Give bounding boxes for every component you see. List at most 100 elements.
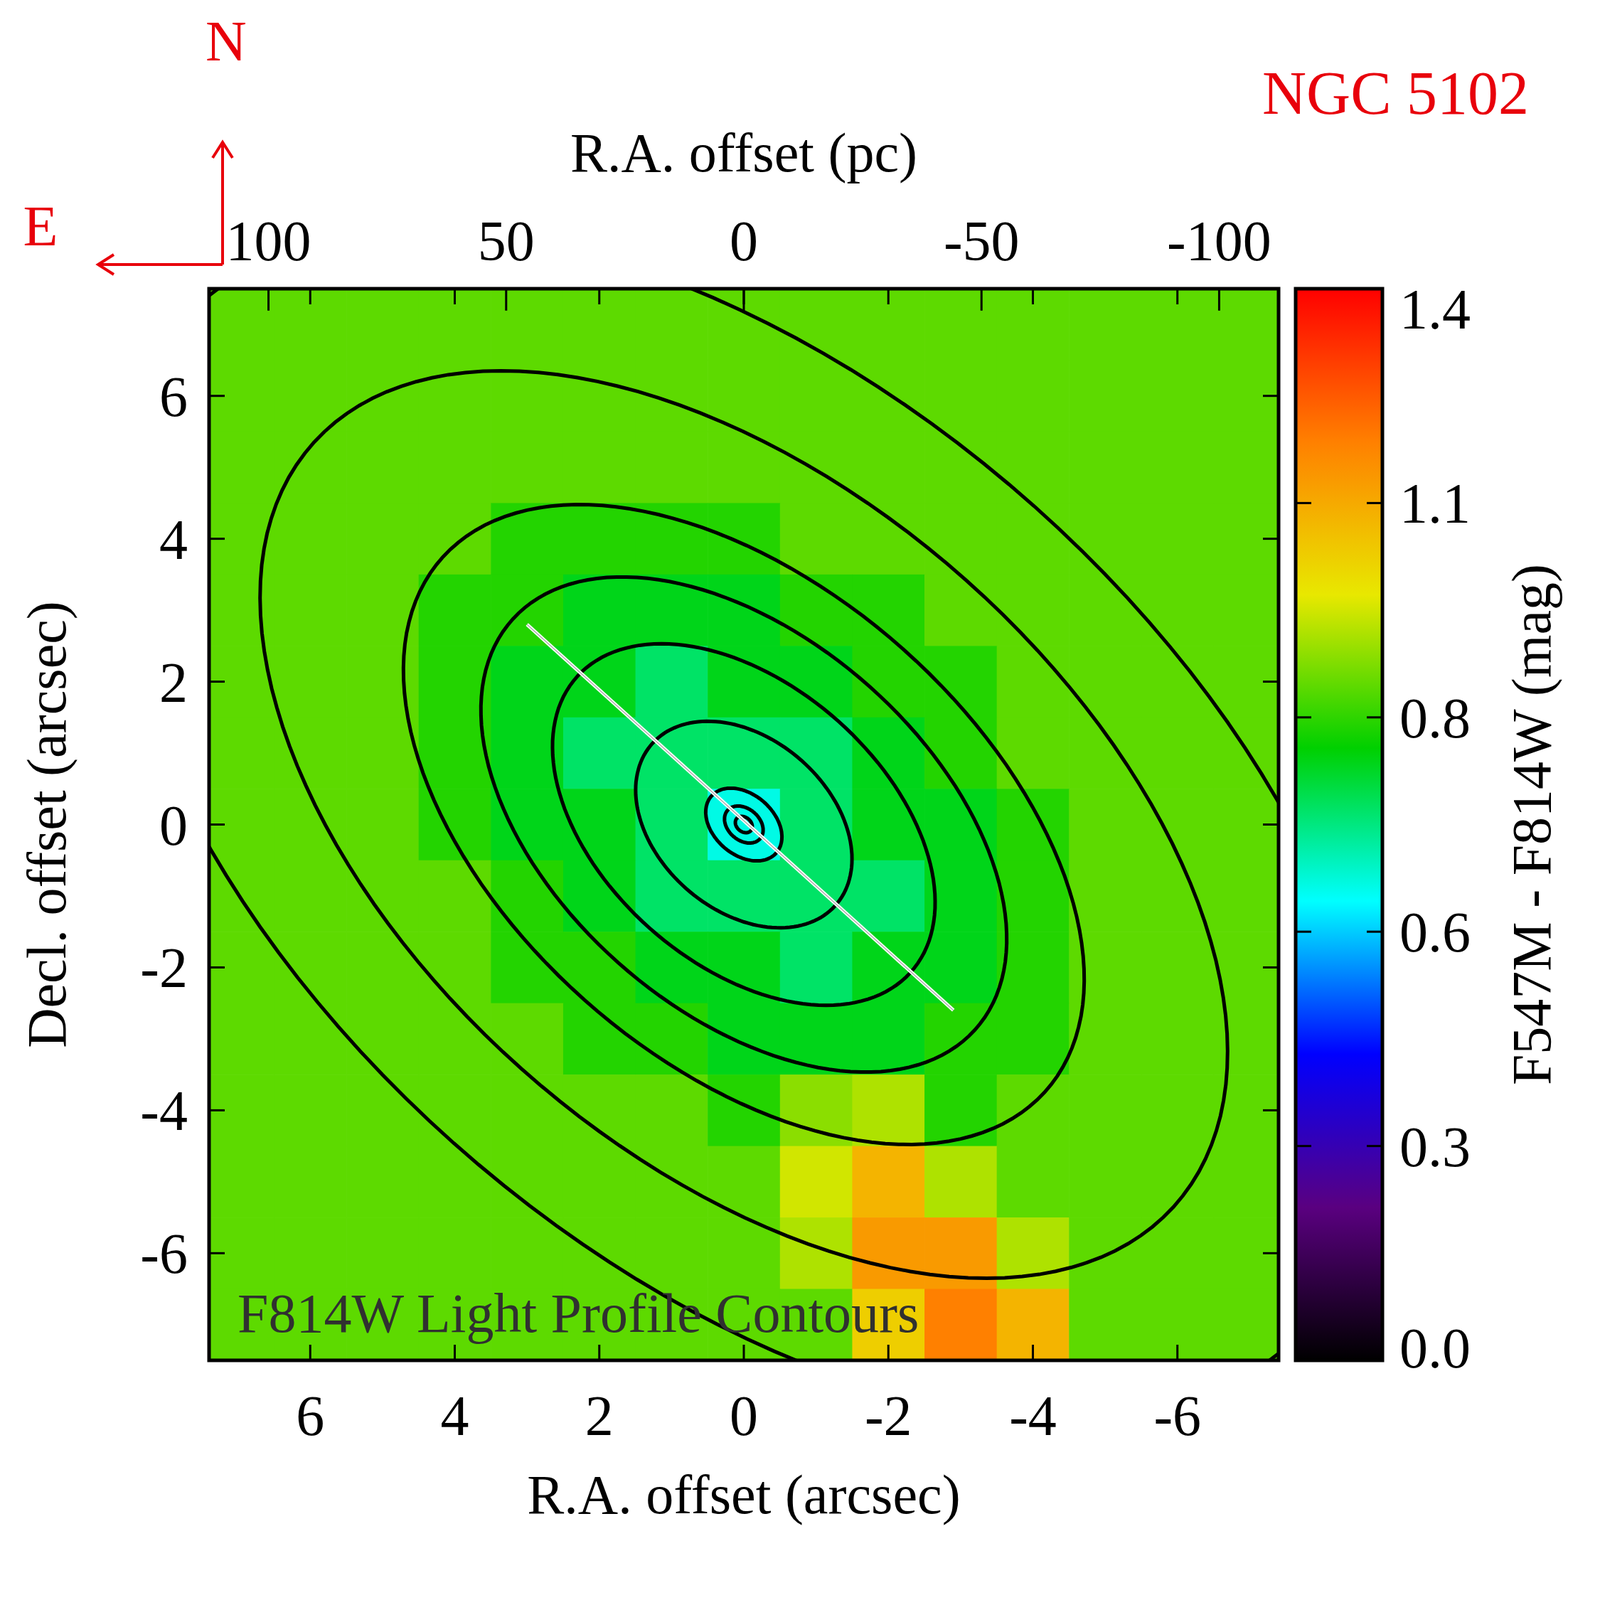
heat-cell (996, 788, 1070, 861)
heat-cell (346, 1217, 419, 1290)
heat-cell (1213, 645, 1279, 718)
heat-cell (1213, 1217, 1279, 1290)
heat-cell (996, 574, 1070, 647)
y-tick-right (1262, 537, 1279, 540)
x-tick-top (309, 288, 312, 305)
heat-cell (209, 1146, 275, 1219)
heat-cell (1141, 431, 1214, 504)
heat-cell (209, 717, 275, 790)
heat-cell (924, 574, 997, 647)
heat-cell (346, 788, 419, 861)
x2-tick-label: 100 (226, 209, 312, 273)
heat-cell (635, 645, 709, 718)
heat-cell (996, 359, 1070, 432)
heat-cell (707, 1074, 781, 1147)
x2-tick-label: 50 (477, 209, 535, 273)
heat-cell (1213, 1146, 1279, 1219)
heat-cell (924, 359, 997, 432)
heat-cell (635, 1217, 709, 1290)
heat-cell (490, 1217, 564, 1290)
heat-cell (1213, 1289, 1279, 1361)
heat-cell (996, 1289, 1070, 1361)
y-tick-right (1262, 680, 1279, 683)
colorbar-tick (1366, 288, 1383, 291)
heat-cell (707, 574, 781, 647)
y-tick-label: -6 (140, 1222, 188, 1285)
heat-cell (635, 788, 709, 861)
x-tick (743, 1344, 746, 1361)
heat-cell (346, 574, 419, 647)
y-tick (209, 1252, 225, 1255)
heat-cell (1213, 574, 1279, 647)
heat-cell (996, 431, 1070, 504)
heat-cell (490, 1003, 564, 1076)
heat-cell (1068, 288, 1142, 361)
heat-cell (209, 574, 275, 647)
heat-cell (707, 1146, 781, 1219)
heat-cell (273, 1146, 347, 1219)
x-tick-top (887, 288, 890, 305)
heat-cell (780, 431, 853, 504)
heat-cell (209, 359, 275, 432)
colorbar-tick (1295, 288, 1312, 291)
heat-cell (1141, 1003, 1214, 1076)
x-tick-label: -2 (864, 1384, 913, 1448)
heat-cell (418, 931, 492, 1004)
heat-cell (490, 288, 564, 361)
heat-cell (996, 645, 1070, 718)
heat-cell (490, 1074, 564, 1147)
y-axis-title: Decl. offset (arcsec) (15, 600, 78, 1049)
colorbar-tick (1295, 1144, 1312, 1148)
x2-tick (743, 288, 746, 311)
heat-cell (273, 1074, 347, 1147)
y-tick (209, 537, 225, 540)
heat-cell (346, 1146, 419, 1219)
heat-cell (851, 288, 925, 361)
heat-cell (780, 645, 853, 718)
heat-cell (209, 860, 275, 933)
x-tick (887, 1344, 890, 1361)
heat-cell (924, 717, 997, 790)
heat-cell (273, 574, 347, 647)
heat-cell (346, 431, 419, 504)
heat-cell (346, 717, 419, 790)
heat-cell (996, 1003, 1070, 1076)
heat-cell (996, 1146, 1070, 1219)
heat-cell (563, 359, 636, 432)
heat-cell (635, 1146, 709, 1219)
heat-cell (851, 1146, 925, 1219)
y-tick-label: 6 (159, 365, 188, 429)
heat-cell (209, 788, 275, 861)
heat-cell (563, 431, 636, 504)
x2-axis-title: R.A. offset (pc) (570, 121, 918, 184)
heat-cell (490, 431, 564, 504)
heat-cell (418, 860, 492, 933)
heat-cell (1141, 359, 1214, 432)
heat-cell (273, 502, 347, 575)
y-tick-label: -2 (140, 936, 188, 1000)
heat-cell (418, 1003, 492, 1076)
contour (705, 787, 782, 861)
heat-cell (1213, 1003, 1279, 1076)
heat-cell (780, 788, 853, 861)
heat-cell (418, 574, 492, 647)
heat-cell (1068, 860, 1142, 933)
heat-cell (996, 502, 1070, 575)
x-tick-label: 6 (295, 1384, 325, 1448)
y-tick (209, 394, 225, 397)
slit-line (526, 624, 954, 1011)
title: NGC 5102 (1262, 59, 1529, 128)
heat-cell (1068, 574, 1142, 647)
y-tick (209, 823, 225, 826)
heat-cell (1213, 717, 1279, 790)
colorbar-tick-label: 1.1 (1399, 472, 1471, 535)
heat-cell (924, 288, 997, 361)
heat-cell (490, 788, 564, 861)
heat-cell (346, 645, 419, 718)
heat-cell (418, 431, 492, 504)
heat-cell (1213, 860, 1279, 933)
heat-cell (563, 288, 636, 361)
heat-cell (273, 288, 347, 361)
colorbar-tick-label: 0.6 (1399, 900, 1471, 964)
compass-north: N (205, 9, 247, 73)
